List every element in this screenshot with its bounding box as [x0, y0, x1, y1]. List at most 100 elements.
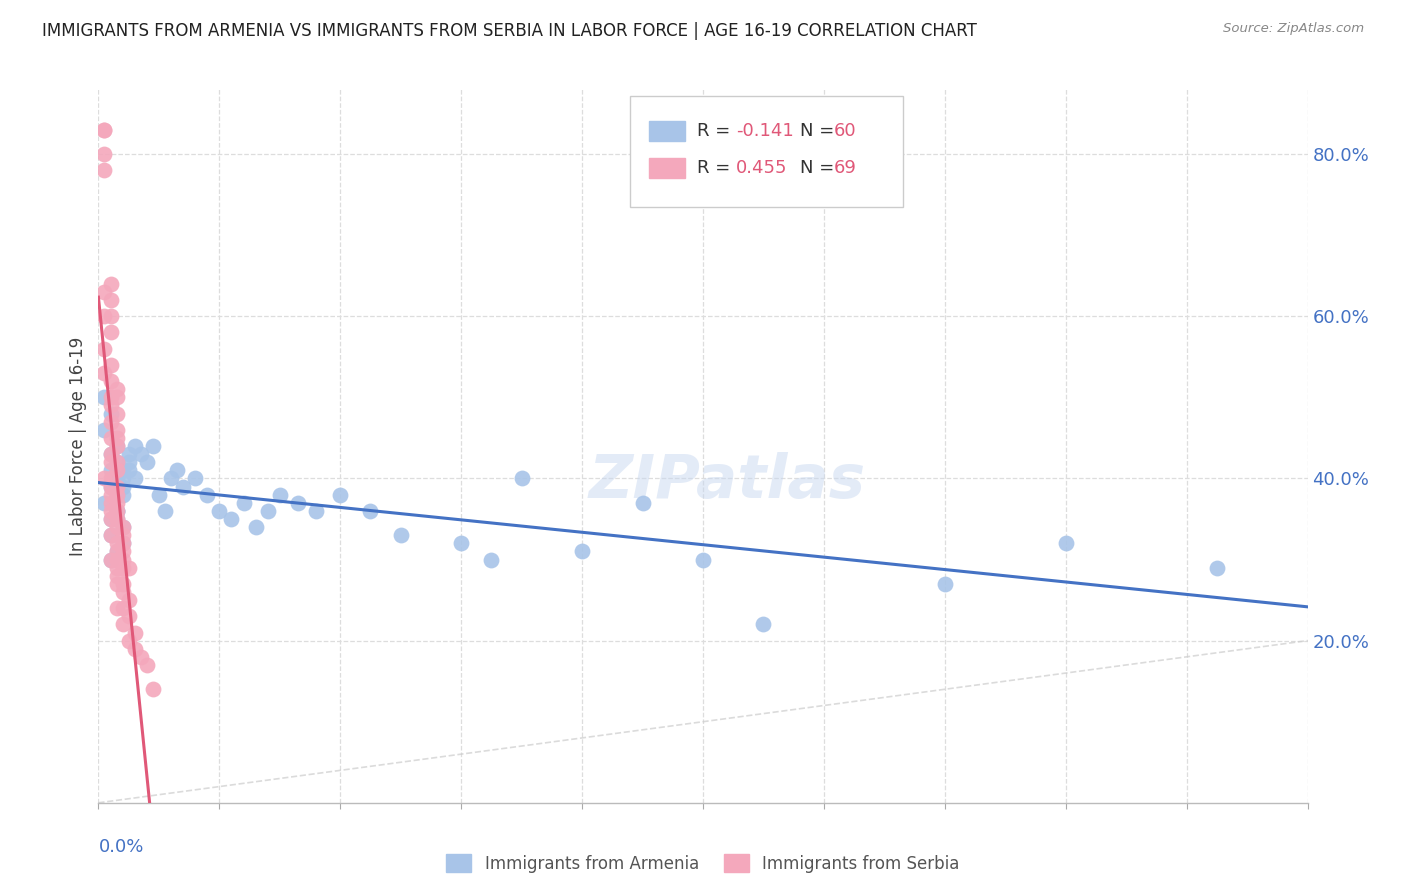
- Point: [93, 122, 115, 136]
- Text: 0.455: 0.455: [735, 159, 787, 177]
- Point: [111, 488, 134, 502]
- Point: [105, 455, 128, 469]
- Point: [100, 293, 122, 307]
- Text: -0.141: -0.141: [735, 121, 793, 139]
- Point: [105, 601, 128, 615]
- Point: [105, 536, 128, 550]
- Point: [111, 536, 134, 550]
- Point: [105, 512, 128, 526]
- Point: [118, 593, 141, 607]
- Point: [450, 536, 472, 550]
- Text: N =: N =: [800, 159, 839, 177]
- Point: [100, 479, 122, 493]
- Point: [105, 463, 128, 477]
- Point: [118, 609, 141, 624]
- Point: [105, 431, 128, 445]
- Point: [100, 528, 122, 542]
- Point: [111, 577, 134, 591]
- Point: [135, 657, 157, 672]
- Point: [195, 488, 218, 502]
- Point: [93, 285, 115, 299]
- Point: [105, 407, 128, 421]
- Point: [93, 342, 115, 356]
- Point: [105, 423, 128, 437]
- Point: [100, 528, 122, 542]
- Point: [172, 479, 194, 493]
- Point: [329, 488, 352, 502]
- Point: [129, 447, 152, 461]
- Point: [752, 617, 775, 632]
- Point: [100, 358, 122, 372]
- Text: 0.0%: 0.0%: [98, 838, 143, 856]
- Point: [105, 382, 128, 396]
- Point: [105, 577, 128, 591]
- Point: [124, 439, 146, 453]
- Point: [118, 633, 141, 648]
- Point: [100, 471, 122, 485]
- Point: [105, 504, 128, 518]
- Point: [100, 447, 122, 461]
- Point: [105, 560, 128, 574]
- Point: [148, 488, 170, 502]
- Point: [93, 147, 115, 161]
- Point: [100, 415, 122, 429]
- Point: [93, 471, 115, 485]
- Point: [93, 310, 115, 324]
- Point: [269, 488, 291, 502]
- Point: [124, 471, 146, 485]
- Point: [105, 439, 128, 453]
- Point: [111, 471, 134, 485]
- Point: [93, 122, 115, 136]
- Point: [245, 520, 267, 534]
- Point: [934, 577, 956, 591]
- Point: [111, 601, 134, 615]
- Point: [111, 520, 134, 534]
- Point: [111, 536, 134, 550]
- Point: [100, 463, 122, 477]
- Point: [105, 544, 128, 558]
- Point: [105, 504, 128, 518]
- Point: [135, 455, 157, 469]
- Point: [118, 455, 141, 469]
- Point: [105, 471, 128, 485]
- Point: [100, 552, 122, 566]
- Y-axis label: In Labor Force | Age 16-19: In Labor Force | Age 16-19: [69, 336, 87, 556]
- Point: [208, 504, 231, 518]
- Point: [631, 496, 654, 510]
- Point: [1054, 536, 1077, 550]
- Point: [692, 552, 714, 566]
- Point: [105, 488, 128, 502]
- Text: 60: 60: [834, 121, 856, 139]
- Point: [287, 496, 309, 510]
- Point: [481, 552, 503, 566]
- FancyBboxPatch shape: [648, 159, 685, 178]
- Point: [100, 512, 122, 526]
- Point: [111, 617, 134, 632]
- Point: [256, 504, 278, 518]
- Text: R =: R =: [697, 159, 735, 177]
- Point: [111, 552, 134, 566]
- Point: [111, 560, 134, 574]
- Point: [100, 326, 122, 340]
- Text: Source: ZipAtlas.com: Source: ZipAtlas.com: [1223, 22, 1364, 36]
- Text: ZIPatlas: ZIPatlas: [589, 452, 866, 511]
- Point: [100, 407, 122, 421]
- Point: [93, 496, 115, 510]
- Point: [142, 682, 165, 697]
- Point: [118, 463, 141, 477]
- Text: IMMIGRANTS FROM ARMENIA VS IMMIGRANTS FROM SERBIA IN LABOR FORCE | AGE 16-19 COR: IMMIGRANTS FROM ARMENIA VS IMMIGRANTS FR…: [42, 22, 977, 40]
- Point: [571, 544, 593, 558]
- Point: [124, 641, 146, 656]
- Point: [111, 479, 134, 493]
- Point: [93, 366, 115, 380]
- Point: [510, 471, 533, 485]
- Point: [184, 471, 207, 485]
- Point: [100, 455, 122, 469]
- FancyBboxPatch shape: [648, 121, 685, 141]
- Point: [105, 390, 128, 404]
- Point: [105, 439, 128, 453]
- Point: [105, 479, 128, 493]
- Point: [160, 471, 183, 485]
- Point: [100, 390, 122, 404]
- Point: [360, 504, 382, 518]
